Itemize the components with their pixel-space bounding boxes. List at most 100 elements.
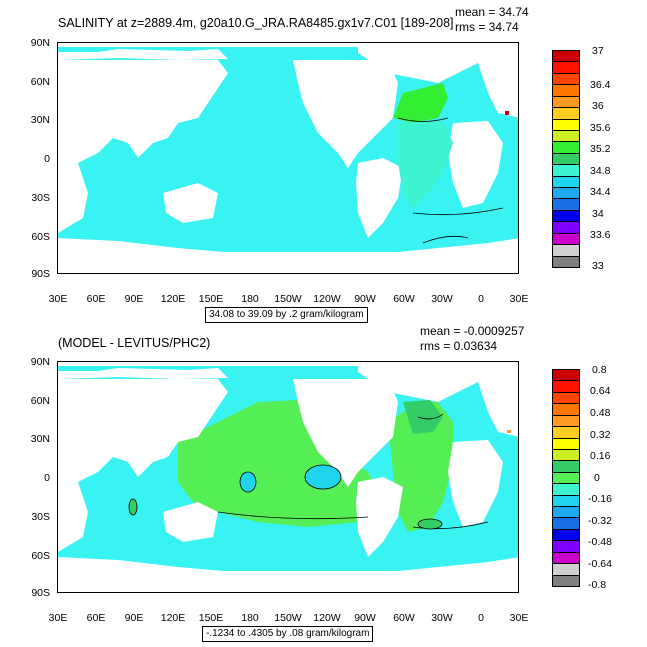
panel1-red-spot <box>505 111 509 115</box>
p1-lon-60e: 60E <box>86 293 106 305</box>
panel1-north-america <box>293 60 398 168</box>
panel1-south-america <box>356 158 403 238</box>
p1-lon-90w: 90W <box>354 293 376 305</box>
panel1-colorbar <box>552 50 580 268</box>
p2-lon-120e: 120E <box>160 612 186 624</box>
panel2-contour-6 <box>128 498 138 516</box>
p1-lat-60n: 60N <box>30 76 50 88</box>
panel2-contour-5 <box>417 518 443 530</box>
panel1-rms: rms = 34.74 <box>455 20 519 34</box>
p2-cbar-m0-8: -0.8 <box>588 579 607 591</box>
panel2-map <box>57 361 519 593</box>
panel2-contour-1 <box>217 511 369 520</box>
panel2-eurasia <box>58 379 228 487</box>
p2-cbar-0: 0 <box>594 472 600 484</box>
p2-lon-30e-end: 30E <box>509 612 529 624</box>
panel1-map-svg <box>58 43 518 273</box>
panel1-title: SALINITY at z=2889.4m, g20a10.G_JRA.RA84… <box>58 16 454 30</box>
panel1-arctic-coast <box>58 49 228 60</box>
p2-cbar-m0-64: -0.64 <box>588 558 612 570</box>
p2-cbar-m0-48: -0.48 <box>588 536 612 548</box>
p2-cbar-0-8: 0.8 <box>592 364 607 376</box>
p1-cbar-35-2: 35.2 <box>590 143 611 155</box>
p2-cbar-0-48: 0.48 <box>590 407 611 419</box>
panel1-antarctic-coast <box>58 238 518 258</box>
p1-lon-120e: 120E <box>160 293 186 305</box>
p2-lon-60e: 60E <box>86 612 106 624</box>
panel1-map <box>57 42 519 274</box>
panel2-arctic-coast <box>58 368 228 379</box>
p2-lon-180: 180 <box>241 612 259 624</box>
p2-lon-150e: 150E <box>198 612 224 624</box>
panel2-contour-2 <box>239 471 257 493</box>
panel2-title: (MODEL - LEVITUS/PHC2) <box>58 336 211 350</box>
p2-lon-0: 0 <box>478 612 484 624</box>
p1-lat-90s: 90S <box>31 268 50 280</box>
p1-cbar-35-6: 35.6 <box>590 122 611 134</box>
p1-lon-60w: 60W <box>393 293 415 305</box>
panel1-contour-2 <box>412 207 504 216</box>
panel2-rms: rms = 0.03634 <box>420 339 498 353</box>
p1-cbar-34-8: 34.8 <box>590 165 611 177</box>
p1-lat-30s: 30S <box>31 192 50 204</box>
panel1-mean: mean = 34.74 <box>455 5 529 19</box>
p2-lat-90n: 90N <box>30 356 50 368</box>
panel2-contour-4 <box>412 521 489 530</box>
panel2-australia <box>163 502 218 542</box>
panel1-eurasia <box>58 60 228 168</box>
p1-lon-30e: 30E <box>48 293 68 305</box>
p1-lon-120w: 120W <box>313 293 341 305</box>
p1-lat-60s: 60S <box>31 231 50 243</box>
p1-lon-90e: 90E <box>124 293 144 305</box>
p1-lon-30w: 30W <box>431 293 453 305</box>
p1-lat-90n: 90N <box>30 37 50 49</box>
p1-cbar-33-6: 33.6 <box>590 229 611 241</box>
panel1-africa-east <box>448 121 503 208</box>
panel2-africa-east <box>448 440 503 527</box>
panel2-south-america <box>356 477 403 557</box>
p1-lon-150w: 150W <box>274 293 302 305</box>
panel1-africa <box>58 163 88 233</box>
panel1-range-note: 34.08 to 39.09 by .2 gram/kilogram <box>205 307 368 323</box>
p2-lon-120w: 120W <box>313 612 341 624</box>
panel2-map-svg <box>58 362 518 592</box>
p2-cbar-m0-16: -0.16 <box>588 493 612 505</box>
p2-lat-60n: 60N <box>30 395 50 407</box>
p2-lat-30s: 30S <box>31 511 50 523</box>
panel2-colorbar-swatch <box>552 574 580 587</box>
p2-lon-90w: 90W <box>354 612 376 624</box>
p1-lon-30e-end: 30E <box>509 293 529 305</box>
p2-cbar-0-32: 0.32 <box>590 429 611 441</box>
p2-lon-150w: 150W <box>274 612 302 624</box>
p1-cbar-33: 33 <box>592 260 604 272</box>
p1-cbar-36-4: 36.4 <box>590 79 611 91</box>
p2-lon-90e: 90E <box>124 612 144 624</box>
panel2-atlantic-positive <box>388 402 453 532</box>
panel2-north-america <box>293 379 398 487</box>
panel2-colorbar <box>552 369 580 587</box>
p2-cbar-0-64: 0.64 <box>590 385 611 397</box>
panel1-colorbar-swatch <box>552 255 580 268</box>
panel1-arctic <box>58 43 518 47</box>
p2-lat-60s: 60S <box>31 550 50 562</box>
p2-cbar-0-16: 0.16 <box>590 450 611 462</box>
panel2-contour-3 <box>304 464 342 490</box>
p1-cbar-37: 37 <box>592 45 604 57</box>
p1-cbar-36: 36 <box>592 100 604 112</box>
panel2-antarctic-coast <box>58 557 518 577</box>
panel2-orange-spot <box>507 430 511 433</box>
p2-cbar-m0-32: -0.32 <box>588 515 612 527</box>
panel2-europe-right <box>478 382 518 437</box>
p2-lon-60w: 60W <box>393 612 415 624</box>
panel2-north-atlantic-patch <box>403 400 443 434</box>
panel2-africa <box>58 482 88 552</box>
panel2-greenland <box>358 362 518 422</box>
p1-lat-0: 0 <box>44 153 50 165</box>
panel2-range-note: -.1234 to .4305 by .08 gram/kilogram <box>202 626 374 642</box>
panel2-contour-7 <box>417 413 444 420</box>
p2-lat-90s: 90S <box>31 587 50 599</box>
p1-cbar-34: 34 <box>592 208 604 220</box>
p1-lon-0: 0 <box>478 293 484 305</box>
panel1-greenland <box>358 43 518 103</box>
panel2-antarctica <box>58 571 518 592</box>
